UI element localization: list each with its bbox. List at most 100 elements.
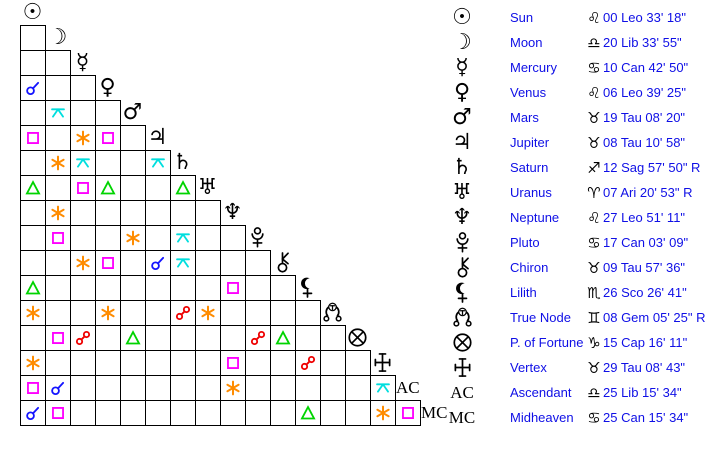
aspect-cell-pluto-col6 [170,225,196,251]
aspect-cell-lilith-col2 [70,275,96,301]
position-row-chiron: Chiron ♉ 09 Tau 57' 36" [448,255,705,280]
square-icon [27,132,39,144]
planet-name: Moon [510,35,543,50]
chiron-diagonal-glyph [270,250,295,275]
planet-name: Uranus [510,185,552,200]
aspect-cell-mars-col0 [20,100,46,126]
aspect-cell-mercury-col1 [45,50,71,76]
aspect-cell-uranus-col0 [20,175,46,201]
aspect-cell-neptune-col0 [20,200,46,226]
conjunction-icon [151,256,165,271]
aspect-cell-mc-col10 [270,400,296,426]
aspect-cell-mc-col1 [45,400,71,426]
mars-icon: ♂ [452,105,472,130]
cancer-icon: ♋ [587,58,601,77]
taurus-icon: ♉ [587,108,601,127]
aspect-cell-true-node-col6 [170,300,196,326]
aspect-cell-vertex-col10 [270,350,296,376]
aspect-cell-saturn-col4 [120,150,146,176]
trine-icon [175,180,191,195]
mc-label: MC [421,403,448,422]
sun-icon: ☉ [452,5,472,30]
aspect-cell-ac-col12 [320,375,346,401]
mercury-icon: ☿ [75,50,90,75]
aspect-cell-saturn-col1 [45,150,71,176]
aspect-cell-mc-col0 [20,400,46,426]
aries-icon: ♈ [587,183,601,202]
aspect-cell-neptune-col3 [95,200,121,226]
aspect-cell-fortune-col6 [170,325,196,351]
aspect-cell-chiron-col3 [95,250,121,276]
cancer-icon: ♋ [587,408,601,427]
aspect-cell-pluto-col1 [45,225,71,251]
ac-label: AC [450,382,474,402]
taurus-icon: ♉ [587,258,601,277]
aspect-cell-jupiter-col1 [45,125,71,151]
aspect-cell-lilith-col3 [95,275,121,301]
aspect-cell-ac-col11 [295,375,321,401]
aspect-cell-pluto-col3 [95,225,121,251]
trine-icon [25,280,41,295]
aspect-cell-fortune-col10 [270,325,296,351]
planet-name: Mercury [510,60,557,75]
aspect-cell-chiron-col1 [45,250,71,276]
jupiter-panel-glyph: ♃ [448,130,476,155]
position-row-neptune: ♆ Neptune ♌ 27 Leo 51' 11" [448,205,705,230]
true-node-icon [452,307,472,327]
aspect-cell-true-node-col8 [220,300,246,326]
mercury-diagonal-glyph: ☿ [70,50,95,75]
aspect-cell-vertex-col2 [70,350,96,376]
aspect-cell-vertex-col12 [320,350,346,376]
sextile-icon [101,305,115,321]
aspect-cell-fortune-col5 [145,325,171,351]
planet-position: 27 Leo 51' 11" [603,210,686,225]
aspect-cell-vertex-col3 [95,350,121,376]
aspect-cell-neptune-col7 [195,200,221,226]
pluto-panel-glyph [448,230,476,255]
square-icon [402,407,414,419]
aspect-cell-true-node-col0 [20,300,46,326]
position-row-fortune: P. of Fortune ♑ 15 Cap 16' 11" [448,330,705,355]
position-row-mars: ♂ Mars ♉ 19 Tau 08' 20" [448,105,705,130]
sextile-icon [26,355,40,371]
aspect-cell-chiron-col9 [245,250,271,276]
aspect-cell-pluto-col5 [145,225,171,251]
saturn-icon: ♄ [172,150,193,175]
square-icon [227,282,239,294]
aspect-cell-mercury-col0 [20,50,46,76]
position-row-moon: ☽ Moon ♎ 20 Lib 33' 55" [448,30,705,55]
aspect-cell-chiron-col6 [170,250,196,276]
planet-position: 17 Can 03' 09" [603,235,689,250]
sextile-icon [126,230,140,246]
saturn-panel-glyph: ♄ [448,155,476,180]
cancer-icon: ♋ [587,233,601,252]
aspect-cell-pluto-col7 [195,225,221,251]
mc-diagonal-glyph: MC [420,400,448,425]
libra-icon: ♎ [587,33,601,52]
aspect-cell-jupiter-col0 [20,125,46,151]
aspect-cell-ac-col14 [370,375,396,401]
aspect-cell-vertex-col1 [45,350,71,376]
venus-panel-glyph: ♀ [448,80,476,105]
chiron-icon [277,252,289,273]
trine-icon [275,330,291,345]
neptune-icon: ♆ [222,200,243,225]
aspect-cell-neptune-col1 [45,200,71,226]
sextile-icon [201,305,215,321]
aspect-cell-vertex-col8 [220,350,246,376]
aspect-cell-true-node-col1 [45,300,71,326]
aspect-cell-uranus-col4 [120,175,146,201]
planet-position: 25 Can 15' 34" [603,410,689,425]
aspect-cell-lilith-col9 [245,275,271,301]
pluto-icon [251,227,264,248]
ac-panel-glyph: AC [448,380,476,405]
mc-panel-glyph: MC [448,405,476,430]
aspect-cell-true-node-col9 [245,300,271,326]
moon-panel-glyph: ☽ [448,30,476,55]
pluto-icon [455,232,469,253]
aspect-cell-true-node-col5 [145,300,171,326]
taurus-icon: ♉ [587,133,601,152]
aspect-cell-chiron-col7 [195,250,221,276]
aspect-cell-fortune-col11 [295,325,321,351]
quincunx-icon [76,158,90,168]
